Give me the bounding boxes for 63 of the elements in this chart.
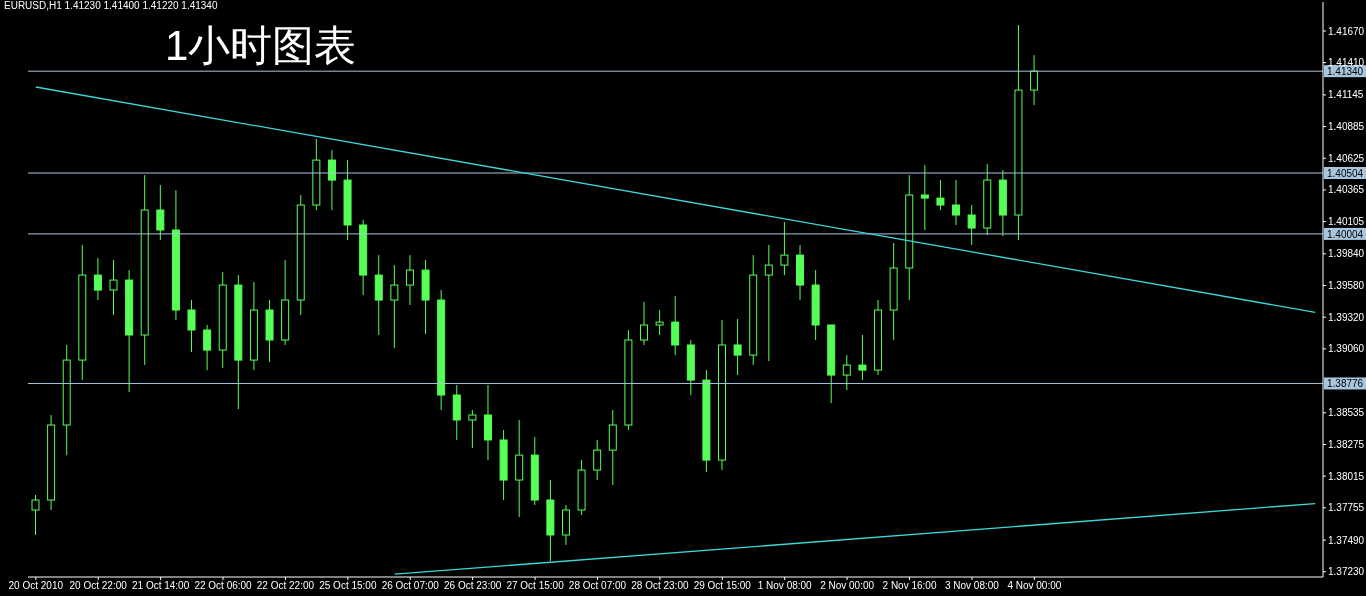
y-tick-label: 1.39060 — [1328, 343, 1365, 355]
y-tick-label: 1.41145 — [1328, 89, 1364, 101]
x-tick-label: 29 Oct 15:00 — [693, 580, 752, 592]
candlestick — [858, 334, 867, 381]
y-tick-label: 1.40885 — [1328, 121, 1365, 133]
x-tick-label: 27 Oct 15:00 — [506, 580, 565, 592]
candlestick — [1030, 54, 1039, 106]
x-tick-label: 26 Oct 23:00 — [444, 580, 502, 592]
y-tick-label: 1.37230 — [1328, 566, 1365, 578]
candlestick — [952, 179, 961, 226]
candlestick — [187, 299, 196, 353]
y-tick-label: 1.38535 — [1328, 407, 1365, 419]
x-tick-label: 4 Nov 00:00 — [1007, 580, 1062, 592]
candlestick — [327, 149, 336, 211]
candlestick — [31, 494, 40, 536]
y-tick-label: 1.39580 — [1328, 280, 1365, 292]
x-tick-label: 25 Oct 15:00 — [319, 580, 377, 592]
x-tick-label: 1 Nov 08:00 — [757, 580, 813, 592]
y-tick-label: 1.38275 — [1328, 439, 1365, 451]
candlestick — [109, 259, 118, 316]
y-tick-label: 1.39840 — [1328, 248, 1365, 260]
x-tick-label: 28 Oct 07:00 — [568, 580, 627, 592]
x-tick-label: 28 Oct 23:00 — [631, 580, 689, 592]
x-tick-label: 22 Oct 06:00 — [194, 580, 253, 592]
y-tick-label: 1.37755 — [1328, 502, 1365, 514]
x-tick-label: 2 Nov 00:00 — [820, 580, 875, 592]
y-tick-label: 1.40625 — [1328, 152, 1365, 164]
candlestick — [764, 244, 773, 362]
candlestick — [733, 318, 742, 376]
ref-line-label: 1.40004 — [1327, 228, 1364, 240]
y-tick-label: 1.39320 — [1328, 311, 1365, 323]
candlestick — [93, 257, 102, 301]
x-tick-label: 20 Oct 2010 — [8, 580, 64, 592]
candlestick — [156, 184, 165, 241]
y-tick-label: 1.40105 — [1328, 216, 1365, 228]
x-tick-label: 2 Nov 16:00 — [882, 580, 937, 592]
candlestick — [203, 324, 212, 371]
ref-line-label: 1.41340 — [1327, 66, 1364, 78]
candlestick — [655, 309, 664, 336]
ref-line-label: 1.38776 — [1327, 378, 1364, 390]
candlestick — [936, 179, 945, 211]
candlestick — [593, 439, 602, 481]
candlestick — [780, 221, 789, 276]
x-tick-label: 22 Oct 22:00 — [256, 580, 315, 592]
candlestick — [405, 254, 414, 306]
y-tick-label: 1.37490 — [1328, 534, 1365, 546]
candlestick — [920, 164, 929, 231]
candlestick — [967, 204, 976, 246]
x-tick-label: 21 Oct 14:00 — [131, 580, 190, 592]
x-tick-label: 3 Nov 08:00 — [944, 580, 1000, 592]
text: 1小时图表 — [165, 21, 357, 71]
candlestick — [842, 354, 851, 391]
candlestick — [390, 264, 399, 349]
candlestick — [639, 301, 648, 346]
candlestick — [671, 295, 680, 356]
chart-subtitle: EURUSD,H1 1.41230 1.41400 1.41220 1.41340 — [4, 0, 218, 11]
y-tick-label: 1.40365 — [1328, 184, 1365, 196]
y-tick-label: 1.41670 — [1328, 25, 1365, 37]
x-tick-label: 26 Oct 07:00 — [381, 580, 440, 592]
ref-line-label: 1.40504 — [1327, 168, 1364, 179]
candlestick — [468, 409, 477, 449]
y-tick-label: 1.38015 — [1328, 470, 1365, 482]
x-tick-label: 20 Oct 22:00 — [69, 580, 128, 592]
